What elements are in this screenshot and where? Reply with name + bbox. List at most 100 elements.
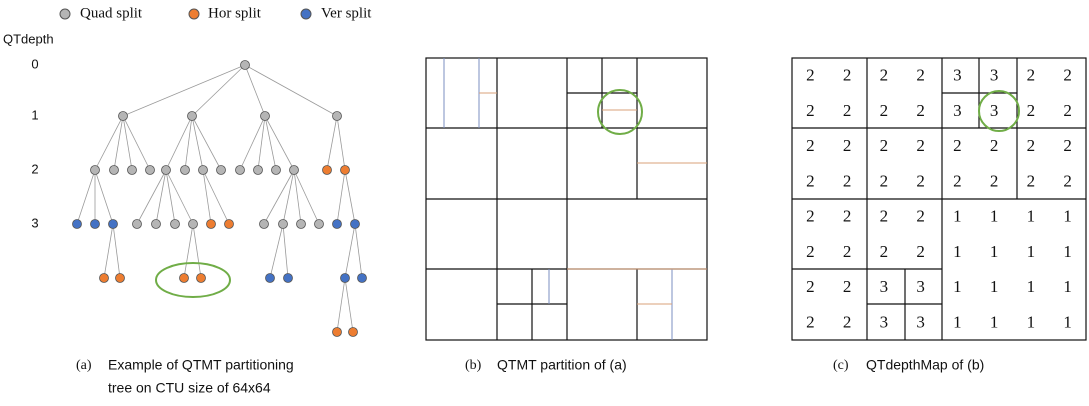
depth-value: 1 (1027, 277, 1036, 296)
tree-node (253, 165, 263, 175)
depth-value: 3 (990, 66, 999, 85)
tree-node (206, 219, 216, 229)
depth-value: 2 (880, 242, 889, 261)
depth-value: 2 (806, 207, 815, 226)
depth-value: 2 (953, 171, 962, 190)
caption-letter: (a) (76, 358, 92, 373)
tree-node (340, 165, 350, 175)
tree-node (151, 219, 161, 229)
legend-swatch (188, 8, 200, 20)
depth-value: 2 (843, 312, 852, 331)
tree-edge (165, 169, 176, 225)
tree-node (350, 219, 360, 229)
depth-map: 2 2 2 2 3 3 2 2 2 2 2 2 3 3 2 2 2 2 2 2 2 2 2 2 2 2 2 2 2 2 2 2 2 2 2 2 1 1 1 1… (791, 57, 1087, 341)
tree-node (235, 165, 245, 175)
tree-edge (269, 223, 284, 279)
tree-edge (293, 169, 302, 225)
depth-value: 2 (806, 136, 815, 155)
hor-split-lines (479, 92, 707, 305)
tree-edge (239, 115, 266, 171)
depth-value: 1 (953, 312, 962, 331)
tree-node (127, 165, 137, 175)
caption-letter: (c) (833, 358, 849, 373)
tree-node (278, 219, 288, 229)
tree-edge (244, 64, 266, 117)
tree-edge (282, 169, 295, 225)
depth-value: 1 (1063, 312, 1072, 331)
caption-text: QTdepthMap of (b) (866, 357, 984, 373)
tree-edge (202, 169, 212, 225)
tree-edge (191, 115, 222, 171)
tree-node (145, 165, 155, 175)
depth-value: 3 (953, 101, 962, 120)
tree-edge (76, 169, 96, 225)
tree-edge (113, 115, 124, 171)
depth-value: 2 (843, 136, 852, 155)
depth-value: 2 (1063, 66, 1072, 85)
highlight (155, 262, 231, 298)
depth-value: 1 (1027, 242, 1036, 261)
tree-node (332, 327, 342, 337)
tree-edge (184, 115, 193, 171)
tree-edge (136, 169, 167, 225)
legend-swatch (300, 8, 312, 20)
tree-edge (94, 169, 114, 225)
tree-node (187, 111, 197, 121)
tree-node (289, 165, 299, 175)
depth-value: 1 (953, 207, 962, 226)
tree-edge (122, 64, 246, 117)
depth-value: 2 (953, 136, 962, 155)
tree-node (240, 60, 250, 70)
tree-edge (257, 115, 266, 171)
depth-value: 3 (953, 66, 962, 85)
legend-label: Ver split (321, 5, 372, 21)
tree-edge (344, 223, 356, 279)
depth-value: 2 (806, 312, 815, 331)
tree-edge (191, 115, 204, 171)
axis-title: QTdepth (3, 31, 54, 46)
tree-edge (202, 169, 230, 225)
tree-node (188, 219, 198, 229)
depth-value: 2 (916, 207, 925, 226)
tree-edge (122, 115, 151, 171)
tree-edge (282, 223, 289, 279)
tree-node (108, 219, 118, 229)
tree-node (196, 273, 206, 283)
depth-value: 2 (806, 277, 815, 296)
tree-edge (112, 223, 121, 279)
highlight (597, 89, 643, 135)
tree-node (348, 327, 358, 337)
depth-value: 3 (880, 312, 889, 331)
tree-node (161, 165, 171, 175)
depth-value: 1 (1063, 242, 1072, 261)
tree-node (260, 111, 270, 121)
depth-value: 1 (1027, 207, 1036, 226)
tree-node (332, 219, 342, 229)
tree-edge (344, 169, 356, 225)
depth-value: 2 (1027, 101, 1036, 120)
tree-node (259, 219, 269, 229)
tree-node (198, 165, 208, 175)
depth-value: 1 (990, 207, 999, 226)
depth-value: 1 (1063, 277, 1072, 296)
tree-node (283, 273, 293, 283)
tree-edge (326, 115, 338, 171)
depth-value: 2 (1027, 136, 1036, 155)
depth-value: 2 (880, 136, 889, 155)
partition-block (425, 57, 708, 341)
tree-edge (336, 277, 346, 333)
depth-value: 2 (843, 277, 852, 296)
depth-value: 2 (1027, 66, 1036, 85)
tree-edge (183, 223, 194, 279)
depth-value: 1 (1063, 207, 1072, 226)
tree-node (314, 219, 324, 229)
tree-edge (103, 223, 114, 279)
depth-value: 2 (990, 171, 999, 190)
depth-value: 2 (916, 66, 925, 85)
depth-value: 2 (916, 171, 925, 190)
depth-value: 2 (880, 207, 889, 226)
tree-edge (264, 115, 277, 171)
tree-node (340, 273, 350, 283)
tree-node (109, 165, 119, 175)
